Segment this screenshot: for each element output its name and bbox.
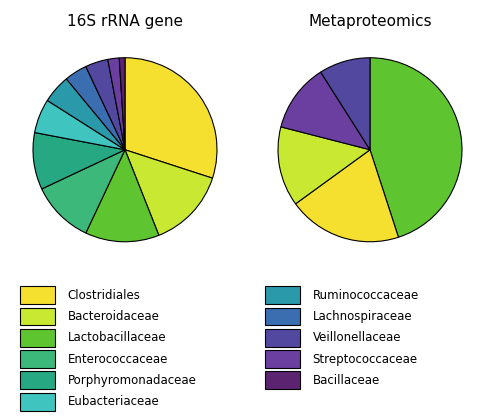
Wedge shape xyxy=(125,58,217,178)
Wedge shape xyxy=(125,150,212,235)
Wedge shape xyxy=(296,150,399,242)
Wedge shape xyxy=(278,127,370,204)
Wedge shape xyxy=(86,59,125,150)
Wedge shape xyxy=(108,58,125,150)
Text: Enterococcaceae: Enterococcaceae xyxy=(68,352,168,366)
Text: Lachnospiraceae: Lachnospiraceae xyxy=(312,310,412,323)
Bar xyxy=(20,393,55,411)
Wedge shape xyxy=(42,150,125,233)
Text: Ruminococcaceae: Ruminococcaceae xyxy=(312,289,419,302)
Wedge shape xyxy=(48,79,125,150)
Wedge shape xyxy=(66,67,125,150)
Wedge shape xyxy=(281,72,370,150)
Wedge shape xyxy=(33,133,125,189)
Bar xyxy=(20,350,55,368)
Bar xyxy=(265,329,300,347)
Title: Metaproteomics: Metaproteomics xyxy=(308,15,432,30)
Wedge shape xyxy=(86,150,159,242)
Text: Bacillaceae: Bacillaceae xyxy=(312,374,380,387)
Bar xyxy=(20,371,55,389)
Bar xyxy=(20,286,55,304)
Bar xyxy=(20,329,55,347)
Text: Veillonellaceae: Veillonellaceae xyxy=(312,331,401,344)
Text: Clostridiales: Clostridiales xyxy=(68,289,140,302)
Text: Streptococcaceae: Streptococcaceae xyxy=(312,352,418,366)
Text: Eubacteriaceae: Eubacteriaceae xyxy=(68,395,159,408)
Bar xyxy=(20,307,55,325)
Bar xyxy=(265,307,300,325)
Wedge shape xyxy=(370,58,462,237)
Bar xyxy=(265,371,300,389)
Bar xyxy=(265,286,300,304)
Wedge shape xyxy=(119,58,125,150)
Text: Bacteroidaceae: Bacteroidaceae xyxy=(68,310,160,323)
Bar xyxy=(265,350,300,368)
Wedge shape xyxy=(34,100,125,150)
Wedge shape xyxy=(320,58,370,150)
Text: Lactobacillaceae: Lactobacillaceae xyxy=(68,331,166,344)
Title: 16S rRNA gene: 16S rRNA gene xyxy=(67,15,183,30)
Text: Porphyromonadaceae: Porphyromonadaceae xyxy=(68,374,196,387)
